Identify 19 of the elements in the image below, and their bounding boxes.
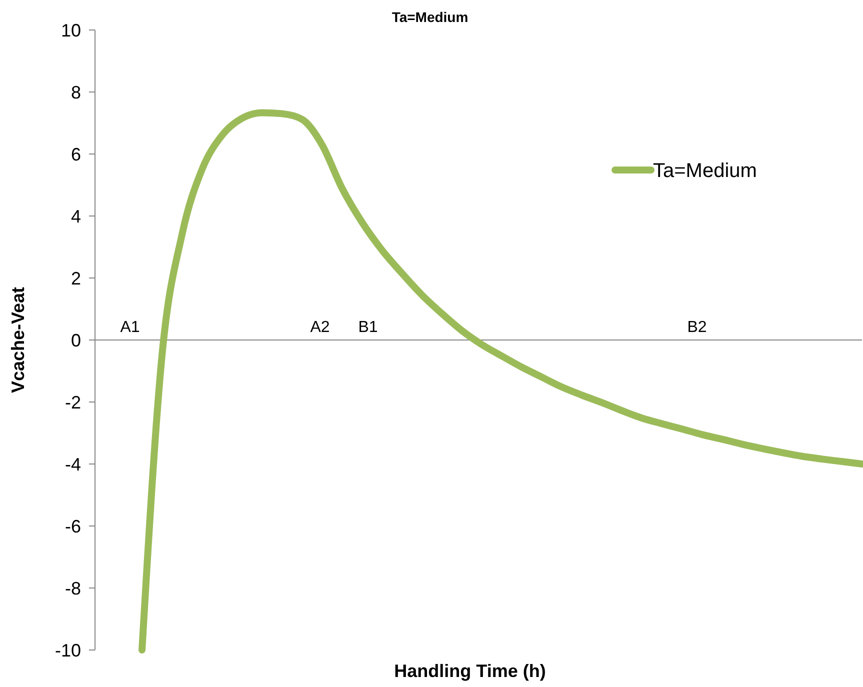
y-tick-label: 0 (70, 330, 81, 350)
y-tick-label: 8 (70, 82, 81, 102)
y-tick-label: -8 (64, 578, 81, 598)
y-tick-label: 6 (70, 144, 81, 164)
annotation: B2 (687, 319, 707, 336)
y-tick-label: 2 (70, 268, 81, 288)
y-tick-label: 4 (70, 206, 81, 226)
annotation: B1 (358, 319, 378, 336)
legend-label: Ta=Medium (653, 160, 757, 182)
annotation: A1 (120, 319, 140, 336)
annotation: A2 (310, 319, 330, 336)
y-tick-label: -2 (64, 392, 81, 412)
y-axis-title: Vcache-Veat (8, 286, 28, 394)
y-tick-label: -6 (64, 516, 81, 536)
y-tick-label: -10 (54, 640, 81, 660)
y-tick-label: -4 (64, 454, 81, 474)
x-axis-title: Handling Time (h) (394, 661, 546, 681)
chart-title: Ta=Medium (392, 9, 468, 25)
y-tick-label: 10 (60, 20, 81, 40)
